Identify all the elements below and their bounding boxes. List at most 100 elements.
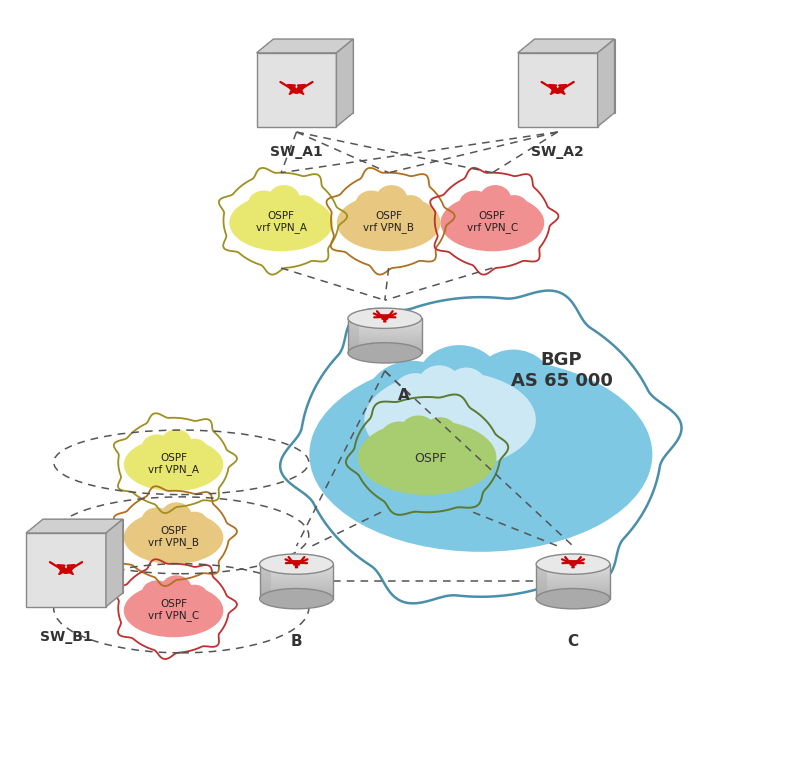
Text: OSPF
vrf VPN_B: OSPF vrf VPN_B [363,210,414,233]
Ellipse shape [560,405,626,465]
Ellipse shape [124,584,224,638]
Bar [536,576,610,578]
Bar [260,573,334,574]
Bar [348,351,422,353]
Ellipse shape [440,194,544,251]
Ellipse shape [365,361,459,443]
Ellipse shape [416,345,502,423]
Bar [536,585,610,587]
Ellipse shape [181,584,208,607]
Bar [536,595,610,597]
Bar [260,595,334,597]
Ellipse shape [392,373,440,414]
Text: OSPF
vrf VPN_C: OSPF vrf VPN_C [148,598,199,621]
Ellipse shape [345,208,368,228]
Text: SW_B1: SW_B1 [40,630,93,644]
Ellipse shape [401,416,436,446]
Ellipse shape [238,208,261,228]
Polygon shape [597,39,615,126]
Bar [536,578,610,580]
Bar [348,339,422,341]
Polygon shape [273,39,353,113]
Ellipse shape [519,378,594,450]
Ellipse shape [132,524,154,543]
Ellipse shape [229,194,333,251]
Ellipse shape [268,185,300,213]
Ellipse shape [161,503,192,528]
Polygon shape [257,53,337,126]
Bar [260,578,334,580]
Bar [260,564,271,599]
Polygon shape [106,519,123,607]
Ellipse shape [289,195,317,219]
Ellipse shape [193,524,214,542]
Text: BGP
AS 65 000: BGP AS 65 000 [510,351,612,389]
Bar [348,341,422,342]
Text: B: B [290,634,302,648]
Polygon shape [26,519,123,533]
Bar [348,335,422,337]
Bar [536,567,610,569]
Bar [260,583,334,585]
Ellipse shape [410,208,431,227]
Bar [260,564,334,599]
Ellipse shape [500,195,528,219]
Ellipse shape [396,195,425,219]
Bar [260,566,334,567]
Bar [536,564,547,599]
Ellipse shape [132,597,154,615]
Bar [536,564,610,566]
Bar [348,327,422,328]
Ellipse shape [418,365,461,404]
Ellipse shape [309,357,652,552]
Ellipse shape [348,308,422,328]
Ellipse shape [459,190,491,217]
Ellipse shape [132,451,154,470]
Bar [260,564,334,566]
Bar [348,318,359,353]
Ellipse shape [193,451,214,469]
Ellipse shape [376,185,407,213]
Bar [348,331,422,332]
Ellipse shape [480,185,511,213]
Bar [260,597,334,599]
Ellipse shape [124,438,224,491]
Bar [260,594,334,595]
Text: OSPF: OSPF [414,452,447,465]
Ellipse shape [536,554,610,574]
Bar [260,585,334,587]
Bar [348,337,422,339]
Bar [260,592,334,594]
Bar [536,594,610,595]
Bar [348,322,422,324]
Bar [260,576,334,578]
Bar [260,580,334,581]
Bar [536,566,610,567]
Ellipse shape [337,194,440,251]
Bar [348,324,422,325]
Bar [348,342,422,344]
Bar [536,597,610,599]
Polygon shape [518,53,597,126]
Bar [536,574,610,576]
Bar [348,318,422,353]
Bar [536,581,610,583]
Ellipse shape [381,422,418,453]
Ellipse shape [379,393,413,425]
Ellipse shape [356,190,387,217]
Bar [348,344,422,346]
Bar [348,328,422,331]
Text: A: A [398,388,410,402]
Ellipse shape [459,439,485,462]
Bar [260,590,334,592]
Bar [348,346,422,348]
Ellipse shape [338,400,407,463]
Ellipse shape [161,429,192,455]
Polygon shape [43,519,123,593]
Ellipse shape [181,512,208,534]
Ellipse shape [124,511,224,564]
Bar [348,334,422,335]
Bar [536,573,610,574]
Bar [260,574,334,576]
Polygon shape [257,39,353,53]
